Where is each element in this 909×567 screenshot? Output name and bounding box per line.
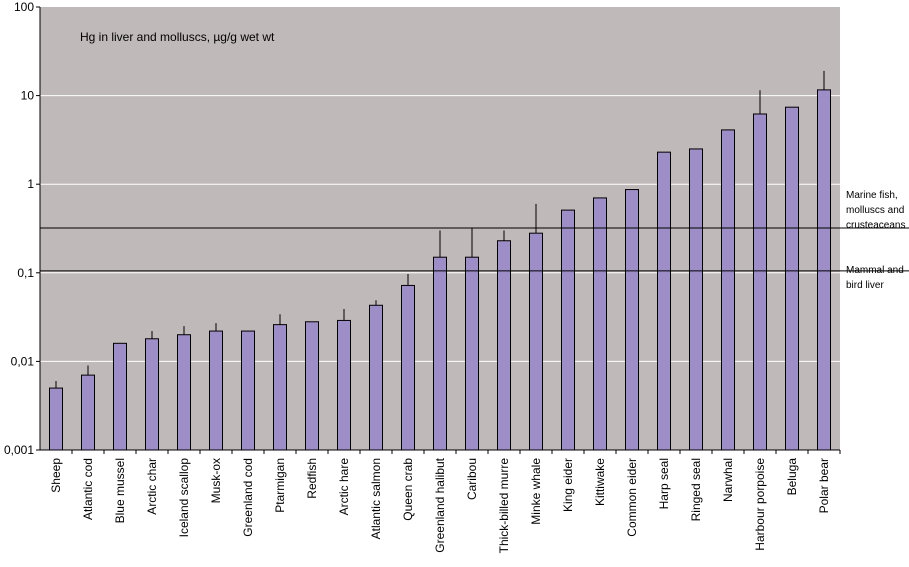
bar (817, 89, 831, 451)
bar (465, 256, 479, 451)
x-tick-label: Queen crab (401, 458, 415, 521)
x-tick-label: Ptarmigan (273, 458, 287, 513)
bar (593, 197, 607, 451)
bar (433, 256, 447, 451)
x-tick-label: Atlantic cod (81, 458, 95, 520)
bar (561, 209, 575, 451)
bar (177, 334, 191, 451)
x-tick-label: Common eider (625, 458, 639, 537)
bar (497, 240, 511, 451)
reference-label-line: Mammal and (846, 264, 904, 276)
x-tick-label: Ringed seal (689, 458, 703, 521)
x-tick-label: Greenland cod (241, 458, 255, 537)
reference-lines (40, 227, 909, 272)
y-tick-label: 0,1 (17, 266, 34, 280)
bar (241, 330, 255, 451)
bar (657, 151, 671, 451)
x-tick-label: Minke whale (529, 458, 543, 525)
bar (721, 129, 735, 451)
x-tick-label: Greenland halibut (433, 457, 447, 552)
bar (753, 113, 767, 451)
reference-label-mammal: Mammal and bird liver (846, 263, 904, 293)
x-tick-label: Redfish (305, 458, 319, 499)
x-tick-label: Blue mussel (113, 458, 127, 523)
y-axis-ticks: 0,001 0,01 0,1 1 10 100 (4, 0, 40, 457)
bar (529, 232, 543, 451)
x-tick-label: King eider (561, 458, 575, 512)
x-tick-label: Arctic char (145, 458, 159, 515)
chart-title: Hg in liver and molluscs, µg/g wet wt (80, 30, 275, 44)
reference-label-line: Marine fish, (846, 190, 898, 202)
reference-label-line: crusteaceans (846, 220, 906, 232)
x-tick-label: Caribou (465, 458, 479, 500)
reference-label-line: molluscs and (846, 205, 905, 217)
x-tick-label: Thick-billed murre (497, 458, 511, 554)
bar (273, 324, 287, 451)
x-tick-label: Beluga (785, 458, 799, 496)
bar (81, 374, 95, 451)
y-tick-label: 10 (21, 89, 35, 103)
x-tick-label: Arctic hare (337, 458, 351, 516)
bar (305, 321, 319, 451)
x-tick-label: Harp seal (657, 458, 671, 509)
x-tick-label: Musk-ox (209, 458, 223, 503)
x-axis-labels: Sheep Atlantic cod Blue mussel Arctic char I… (49, 450, 841, 554)
bar (145, 338, 159, 451)
bar (209, 330, 223, 451)
bar (785, 106, 799, 451)
y-tick-label: 0,01 (11, 354, 35, 368)
x-tick-label: Polar bear (817, 458, 831, 513)
bar (113, 342, 127, 451)
bar (337, 319, 351, 451)
y-tick-label: 0,001 (4, 443, 34, 457)
x-tick-label: Atlantic salmon (369, 458, 383, 539)
bar (369, 304, 383, 451)
x-tick-label: Sheep (49, 458, 63, 493)
bar (401, 284, 415, 451)
x-tick-label: Narwhal (721, 458, 735, 502)
x-tick-label: Iceland scallop (177, 458, 191, 538)
bar (625, 189, 639, 451)
bar (49, 387, 63, 451)
x-tick-label: Kittiwake (593, 458, 607, 506)
y-tick-label: 100 (14, 0, 34, 14)
x-tick-label: Harbour porpoise (753, 458, 767, 551)
reference-label-marine: Marine fish, molluscs and crusteaceans (846, 188, 905, 233)
reference-label-line: bird liver (846, 279, 884, 291)
bars (49, 89, 831, 451)
y-tick-label: 1 (27, 177, 34, 191)
bar (689, 148, 703, 451)
